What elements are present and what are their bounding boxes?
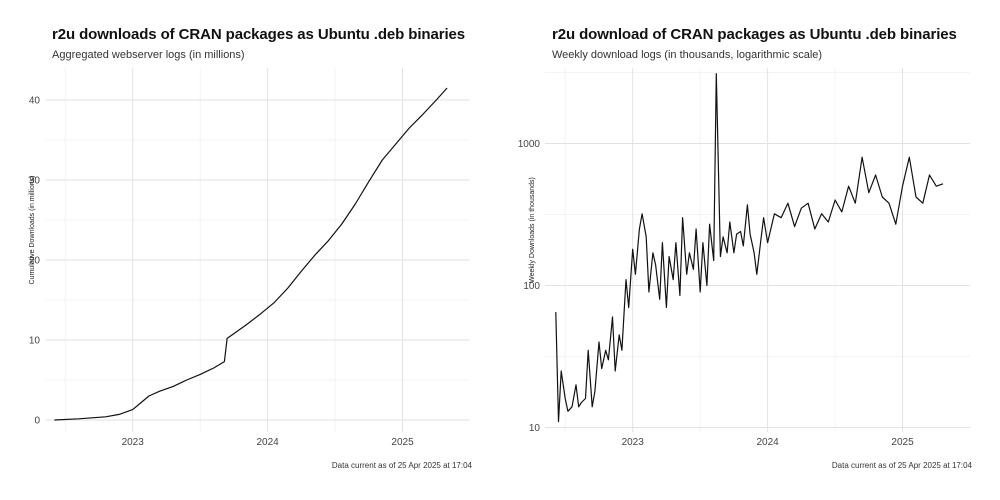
right-chart-y-axis-label: Weekly Downloads (in thousands) [529, 177, 536, 283]
right-chart-y-tick-label: 1000 [518, 139, 541, 150]
left-chart-panel: r2u downloads of CRAN packages as Ubuntu… [29, 26, 472, 470]
left-chart-x-tick-label: 2023 [122, 437, 145, 448]
right-chart-subtitle: Weekly download logs (in thousands, loga… [552, 49, 823, 61]
right-chart-x-tick-label: 2025 [891, 437, 914, 448]
right-chart-y-tick-label: 10 [529, 423, 541, 434]
left-chart-y-tick-label: 40 [29, 96, 41, 107]
right-chart-plot: 2023 2024 2025 10 100 1000 Weekly Downloads (i… [518, 68, 970, 448]
right-chart-x-tick-label: 2023 [622, 437, 645, 448]
left-chart-subtitle: Aggregated webserver logs (in millions) [52, 49, 245, 61]
right-chart-y-tick-label: 100 [523, 281, 540, 292]
right-chart-caption: Data current as of 25 Apr 2025 at 17:04 [831, 461, 972, 470]
left-chart-x-tick-label: 2025 [391, 437, 414, 448]
left-chart-caption: Data current as of 25 Apr 2025 at 17:04 [331, 461, 472, 470]
left-chart-series-line [54, 87, 448, 421]
left-chart-x-tick-label: 2024 [256, 437, 279, 448]
left-chart-y-tick-label: 10 [29, 336, 41, 347]
left-chart-y-tick-label: 20 [29, 256, 41, 267]
left-chart-y-tick-label: 0 [34, 416, 40, 427]
right-chart-title: r2u download of CRAN packages as Ubuntu … [552, 26, 957, 43]
right-chart-series-line [555, 73, 944, 423]
right-chart-panel: r2u download of CRAN packages as Ubuntu … [500, 0, 1000, 500]
left-chart-y-tick-label: 30 [29, 176, 41, 187]
right-chart-x-tick-label: 2024 [756, 437, 779, 448]
left-chart-plot: 2023 2024 2025 0 10 20 30 40 Cumulative Download… [29, 68, 470, 448]
left-chart-y-axis-label: Cumulative Downloads (in millions) [29, 176, 36, 285]
left-chart-title: r2u downloads of CRAN packages as Ubuntu… [52, 26, 466, 43]
